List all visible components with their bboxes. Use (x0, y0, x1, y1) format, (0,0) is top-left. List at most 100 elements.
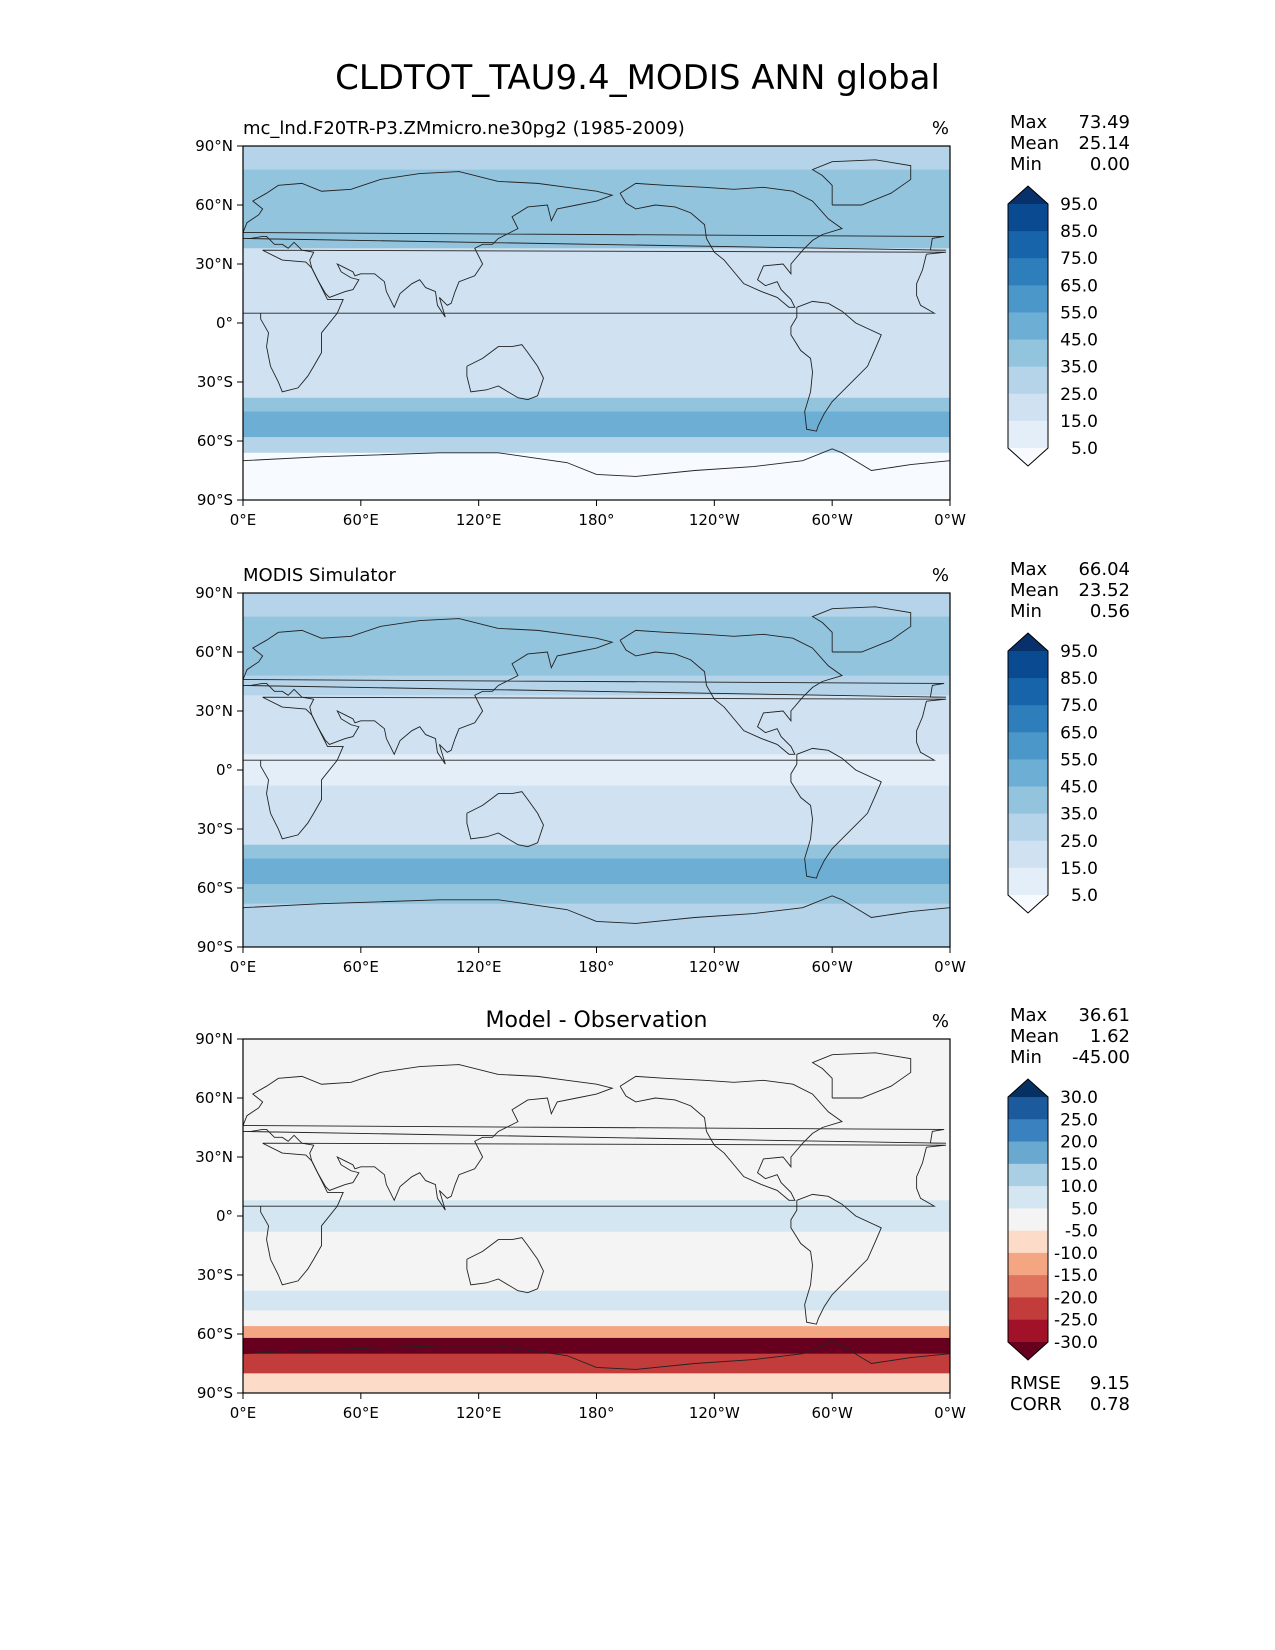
lat-band-12 (243, 1353, 950, 1374)
colorbar-extend-min (1008, 448, 1048, 466)
lat-band-5 (243, 726, 950, 755)
lat-band-9 (243, 1310, 950, 1327)
lat-band-10 (243, 1326, 950, 1339)
colorbar-label: 5.0 (1071, 439, 1098, 459)
x-tick-label: 180° (578, 1404, 614, 1422)
lat-band-9 (243, 844, 950, 859)
stat-label-max: Max (1010, 112, 1048, 133)
y-tick-label: 90°S (197, 1384, 233, 1402)
stat-value-min: 0.00 (1090, 154, 1130, 175)
coastline-north-america (619, 182, 843, 308)
colorbar-segment (1008, 258, 1048, 286)
colorbar-segment (1008, 1163, 1048, 1187)
lat-band-8 (243, 1290, 950, 1311)
lat-band-2 (243, 1094, 950, 1123)
colorbar-label: 25.0 (1060, 1110, 1098, 1130)
colorbar-segment (1008, 813, 1048, 842)
y-tick-label: 60°N (195, 196, 233, 214)
stat-label-mean: Mean (1010, 133, 1059, 154)
x-tick-label: 120°W (689, 958, 740, 976)
units-label: % (932, 118, 949, 139)
lat-band-6 (243, 1231, 950, 1260)
colorbar-segment (1008, 339, 1048, 368)
lat-band-2 (243, 648, 950, 677)
colorbar-segment (1008, 1319, 1048, 1343)
colorbar-label: -5.0 (1065, 1222, 1098, 1242)
lat-band-7 (243, 338, 950, 367)
colorbar-label: -10.0 (1054, 1244, 1098, 1264)
colorbar-segment (1008, 759, 1048, 787)
x-tick-label: 120°E (456, 1404, 502, 1422)
x-tick-label: 180° (578, 511, 614, 529)
colorbar-label: -25.0 (1054, 1311, 1098, 1331)
lat-band-10 (243, 858, 950, 885)
map-field (243, 146, 950, 500)
colorbar-label: -20.0 (1054, 1288, 1098, 1308)
colorbar-segment (1008, 204, 1048, 232)
panel-model: mc_lnd.F20TR-P3.ZMmicro.ne30pg2 (1985-20… (195, 112, 1130, 529)
colorbar-label: 65.0 (1060, 276, 1098, 296)
coastline-africa (243, 249, 947, 393)
x-tick-label: 60°E (343, 1404, 379, 1422)
colorbar-segment (1008, 1230, 1048, 1254)
colorbar-segment (1008, 1208, 1048, 1232)
panel-model-minus-observation: Model - Observation % 0°E 60°E 120°E 180° 120°… (195, 1005, 1130, 1422)
footer-stat-label-corr: CORR (1010, 1394, 1062, 1415)
stat-value-max: 66.04 (1078, 559, 1130, 580)
x-tick-label: 60°E (343, 511, 379, 529)
colorbar (1008, 186, 1048, 466)
lat-band-1 (243, 1062, 950, 1095)
coastline-south-america (790, 747, 882, 879)
y-tick-label: 60°N (195, 643, 233, 661)
colorbar-segment (1008, 732, 1048, 760)
lat-band-3 (243, 675, 950, 696)
y-tick-label: 90°N (195, 584, 233, 602)
lat-band-7 (243, 785, 950, 814)
colorbar-segment (1008, 393, 1048, 422)
lat-band-11 (243, 1337, 950, 1355)
stat-value-max: 36.61 (1078, 1005, 1130, 1026)
colorbar-segment (1008, 312, 1048, 340)
colorbar-segment (1008, 1186, 1048, 1209)
x-tick-label: 0°E (230, 958, 257, 976)
coastline-africa (243, 696, 947, 840)
stat-value-mean: 1.62 (1090, 1026, 1130, 1047)
stat-label-mean: Mean (1010, 1026, 1059, 1047)
colorbar-label: 55.0 (1060, 303, 1098, 323)
y-tick-label: 90°S (197, 938, 233, 956)
x-tick-label: 120°W (689, 511, 740, 529)
colorbar-segment (1008, 867, 1048, 896)
lat-band-4 (243, 248, 950, 281)
map-field (243, 1039, 950, 1393)
colorbar-label: 35.0 (1060, 358, 1098, 378)
lat-band-0 (243, 1039, 950, 1064)
colorbar-outline (1007, 185, 1049, 467)
x-tick-label: 0°W (934, 958, 966, 976)
x-tick-label: 0°W (934, 511, 966, 529)
stat-value-mean: 23.52 (1078, 580, 1130, 601)
lat-band-8 (243, 366, 950, 399)
colorbar-label: 15.0 (1060, 1155, 1098, 1175)
y-tick-label: 30°N (195, 702, 233, 720)
colorbar-label: 30.0 (1060, 1088, 1098, 1108)
colorbar-label: 35.0 (1060, 805, 1098, 825)
colorbar-label: 5.0 (1071, 1199, 1098, 1219)
footer-stat-value-corr: 0.78 (1090, 1394, 1130, 1415)
colorbar-label: 85.0 (1060, 669, 1098, 689)
coastline-australia (466, 791, 544, 848)
coastline-eurasia (243, 1064, 947, 1211)
units-label: % (932, 1011, 949, 1032)
colorbar-label: 45.0 (1060, 778, 1098, 798)
y-tick-label: 60°S (197, 432, 233, 450)
lat-band-2 (243, 201, 950, 230)
coastline-australia (466, 1237, 544, 1294)
colorbar-extend-min (1008, 1342, 1048, 1360)
x-tick-label: 60°W (811, 958, 853, 976)
coastline-antarctica-rim (243, 448, 950, 477)
colorbar-label: 45.0 (1060, 331, 1098, 351)
stat-value-min: -45.00 (1072, 1047, 1130, 1068)
colorbar-segment (1008, 366, 1048, 395)
colorbar-segment (1008, 1119, 1048, 1142)
coastline-eurasia (243, 171, 947, 318)
y-tick-label: 30°N (195, 1148, 233, 1166)
